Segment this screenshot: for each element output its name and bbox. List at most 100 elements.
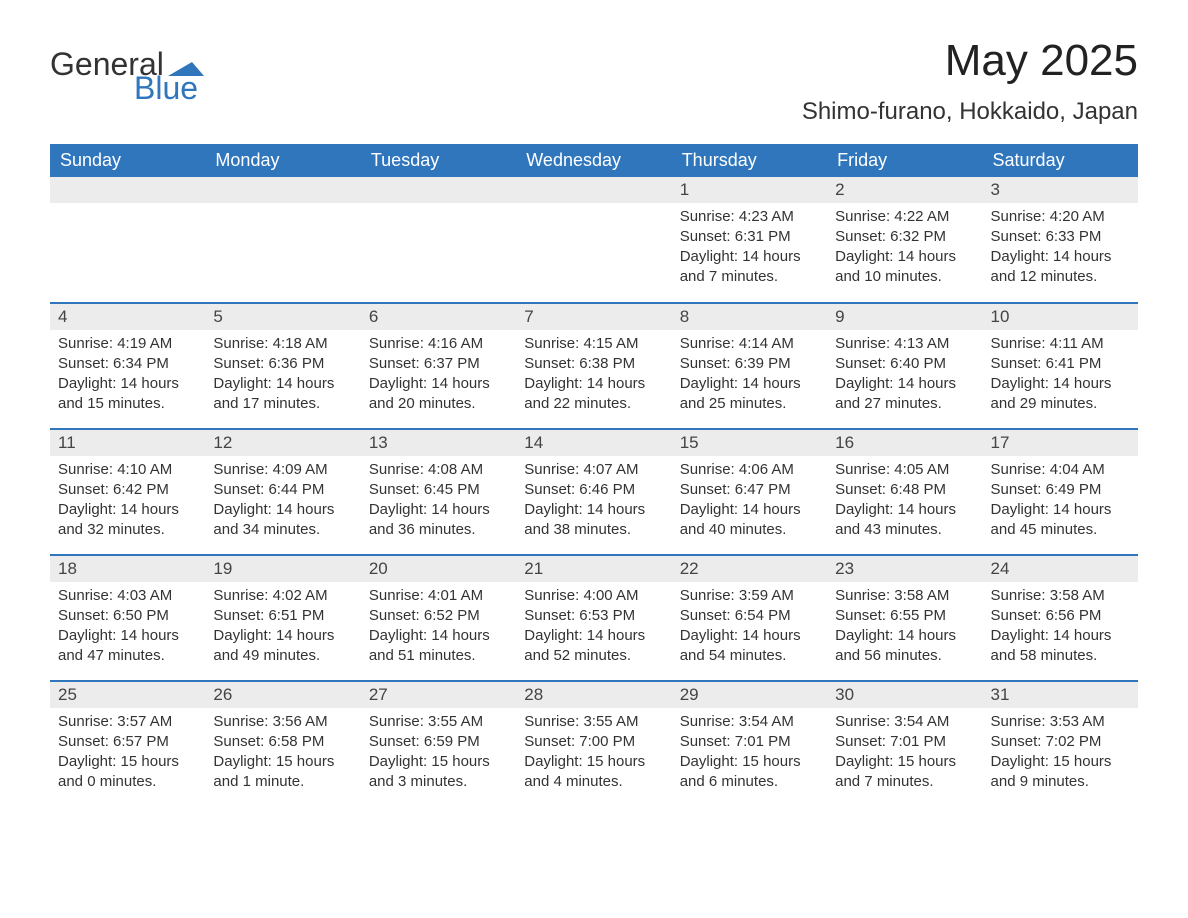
day-number: 5 xyxy=(205,304,360,330)
daylight-text: Daylight: 14 hours and 15 minutes. xyxy=(58,374,197,414)
day-cell: . xyxy=(205,177,360,303)
day-cell: 8Sunrise: 4:14 AMSunset: 6:39 PMDaylight… xyxy=(672,303,827,429)
day-number: . xyxy=(50,177,205,203)
dayname-friday: Friday xyxy=(827,144,982,177)
sunrise-text: Sunrise: 4:09 AM xyxy=(213,460,352,480)
day-cell: 20Sunrise: 4:01 AMSunset: 6:52 PMDayligh… xyxy=(361,555,516,681)
day-data: Sunrise: 4:16 AMSunset: 6:37 PMDaylight:… xyxy=(361,330,516,420)
day-cell: 10Sunrise: 4:11 AMSunset: 6:41 PMDayligh… xyxy=(983,303,1138,429)
sunrise-text: Sunrise: 4:20 AM xyxy=(991,207,1130,227)
daylight-text: Daylight: 14 hours and 49 minutes. xyxy=(213,626,352,666)
day-number: 4 xyxy=(50,304,205,330)
day-number: . xyxy=(205,177,360,203)
sunset-text: Sunset: 6:41 PM xyxy=(991,354,1130,374)
sunrise-text: Sunrise: 4:08 AM xyxy=(369,460,508,480)
week-row: 11Sunrise: 4:10 AMSunset: 6:42 PMDayligh… xyxy=(50,429,1138,555)
day-number: 16 xyxy=(827,430,982,456)
day-cell: 29Sunrise: 3:54 AMSunset: 7:01 PMDayligh… xyxy=(672,681,827,807)
day-number: 8 xyxy=(672,304,827,330)
sunrise-text: Sunrise: 3:58 AM xyxy=(991,586,1130,606)
day-cell: 7Sunrise: 4:15 AMSunset: 6:38 PMDaylight… xyxy=(516,303,671,429)
sunset-text: Sunset: 6:55 PM xyxy=(835,606,974,626)
day-data: Sunrise: 4:15 AMSunset: 6:38 PMDaylight:… xyxy=(516,330,671,420)
sunrise-text: Sunrise: 3:53 AM xyxy=(991,712,1130,732)
day-number: 27 xyxy=(361,682,516,708)
dayname-tuesday: Tuesday xyxy=(361,144,516,177)
day-data: Sunrise: 4:08 AMSunset: 6:45 PMDaylight:… xyxy=(361,456,516,546)
day-data: Sunrise: 4:00 AMSunset: 6:53 PMDaylight:… xyxy=(516,582,671,672)
day-cell: 19Sunrise: 4:02 AMSunset: 6:51 PMDayligh… xyxy=(205,555,360,681)
sunrise-text: Sunrise: 3:59 AM xyxy=(680,586,819,606)
daylight-text: Daylight: 14 hours and 43 minutes. xyxy=(835,500,974,540)
week-row: 4Sunrise: 4:19 AMSunset: 6:34 PMDaylight… xyxy=(50,303,1138,429)
day-data: Sunrise: 3:54 AMSunset: 7:01 PMDaylight:… xyxy=(827,708,982,798)
day-cell: 17Sunrise: 4:04 AMSunset: 6:49 PMDayligh… xyxy=(983,429,1138,555)
sunset-text: Sunset: 6:32 PM xyxy=(835,227,974,247)
sunset-text: Sunset: 6:45 PM xyxy=(369,480,508,500)
sunset-text: Sunset: 6:51 PM xyxy=(213,606,352,626)
daylight-text: Daylight: 14 hours and 38 minutes. xyxy=(524,500,663,540)
day-cell: 24Sunrise: 3:58 AMSunset: 6:56 PMDayligh… xyxy=(983,555,1138,681)
sunrise-text: Sunrise: 3:58 AM xyxy=(835,586,974,606)
daylight-text: Daylight: 15 hours and 4 minutes. xyxy=(524,752,663,792)
day-cell: 15Sunrise: 4:06 AMSunset: 6:47 PMDayligh… xyxy=(672,429,827,555)
daylight-text: Daylight: 14 hours and 32 minutes. xyxy=(58,500,197,540)
day-data: Sunrise: 4:13 AMSunset: 6:40 PMDaylight:… xyxy=(827,330,982,420)
daylight-text: Daylight: 15 hours and 3 minutes. xyxy=(369,752,508,792)
day-number: 10 xyxy=(983,304,1138,330)
sunrise-text: Sunrise: 3:55 AM xyxy=(369,712,508,732)
sunset-text: Sunset: 6:36 PM xyxy=(213,354,352,374)
calendar-body: ....1Sunrise: 4:23 AMSunset: 6:31 PMDayl… xyxy=(50,177,1138,807)
dayname-row: Sunday Monday Tuesday Wednesday Thursday… xyxy=(50,144,1138,177)
day-number: 21 xyxy=(516,556,671,582)
sunset-text: Sunset: 6:59 PM xyxy=(369,732,508,752)
sunset-text: Sunset: 6:38 PM xyxy=(524,354,663,374)
sunrise-text: Sunrise: 4:05 AM xyxy=(835,460,974,480)
day-number: 1 xyxy=(672,177,827,203)
day-number: 17 xyxy=(983,430,1138,456)
sunset-text: Sunset: 6:39 PM xyxy=(680,354,819,374)
day-data: Sunrise: 3:53 AMSunset: 7:02 PMDaylight:… xyxy=(983,708,1138,798)
day-data: Sunrise: 4:11 AMSunset: 6:41 PMDaylight:… xyxy=(983,330,1138,420)
day-data: Sunrise: 4:19 AMSunset: 6:34 PMDaylight:… xyxy=(50,330,205,420)
sunset-text: Sunset: 6:57 PM xyxy=(58,732,197,752)
day-data: Sunrise: 4:03 AMSunset: 6:50 PMDaylight:… xyxy=(50,582,205,672)
dayname-sunday: Sunday xyxy=(50,144,205,177)
day-number: 29 xyxy=(672,682,827,708)
sunset-text: Sunset: 7:01 PM xyxy=(835,732,974,752)
day-cell: 21Sunrise: 4:00 AMSunset: 6:53 PMDayligh… xyxy=(516,555,671,681)
sunset-text: Sunset: 6:34 PM xyxy=(58,354,197,374)
sunrise-text: Sunrise: 4:10 AM xyxy=(58,460,197,480)
location: Shimo-furano, Hokkaido, Japan xyxy=(802,98,1138,126)
daylight-text: Daylight: 14 hours and 45 minutes. xyxy=(991,500,1130,540)
day-number: 14 xyxy=(516,430,671,456)
day-data: Sunrise: 4:10 AMSunset: 6:42 PMDaylight:… xyxy=(50,456,205,546)
sunrise-text: Sunrise: 4:03 AM xyxy=(58,586,197,606)
day-number: 2 xyxy=(827,177,982,203)
daylight-text: Daylight: 14 hours and 40 minutes. xyxy=(680,500,819,540)
day-cell: 18Sunrise: 4:03 AMSunset: 6:50 PMDayligh… xyxy=(50,555,205,681)
daylight-text: Daylight: 14 hours and 52 minutes. xyxy=(524,626,663,666)
month-year: May 2025 xyxy=(802,36,1138,86)
logo: General Blue xyxy=(50,30,204,107)
day-cell: 12Sunrise: 4:09 AMSunset: 6:44 PMDayligh… xyxy=(205,429,360,555)
day-number: 15 xyxy=(672,430,827,456)
day-data: Sunrise: 4:14 AMSunset: 6:39 PMDaylight:… xyxy=(672,330,827,420)
sunset-text: Sunset: 6:40 PM xyxy=(835,354,974,374)
sunrise-text: Sunrise: 3:57 AM xyxy=(58,712,197,732)
day-number: 25 xyxy=(50,682,205,708)
day-number: 26 xyxy=(205,682,360,708)
day-cell: 14Sunrise: 4:07 AMSunset: 6:46 PMDayligh… xyxy=(516,429,671,555)
daylight-text: Daylight: 15 hours and 0 minutes. xyxy=(58,752,197,792)
calendar-table: Sunday Monday Tuesday Wednesday Thursday… xyxy=(50,144,1138,807)
daylight-text: Daylight: 14 hours and 34 minutes. xyxy=(213,500,352,540)
daylight-text: Daylight: 14 hours and 56 minutes. xyxy=(835,626,974,666)
day-cell: 28Sunrise: 3:55 AMSunset: 7:00 PMDayligh… xyxy=(516,681,671,807)
day-cell: 22Sunrise: 3:59 AMSunset: 6:54 PMDayligh… xyxy=(672,555,827,681)
day-data: Sunrise: 3:54 AMSunset: 7:01 PMDaylight:… xyxy=(672,708,827,798)
day-cell: 1Sunrise: 4:23 AMSunset: 6:31 PMDaylight… xyxy=(672,177,827,303)
daylight-text: Daylight: 15 hours and 1 minute. xyxy=(213,752,352,792)
day-number: 24 xyxy=(983,556,1138,582)
page-header: General Blue May 2025 Shimo-furano, Hokk… xyxy=(50,30,1138,126)
day-number: 19 xyxy=(205,556,360,582)
